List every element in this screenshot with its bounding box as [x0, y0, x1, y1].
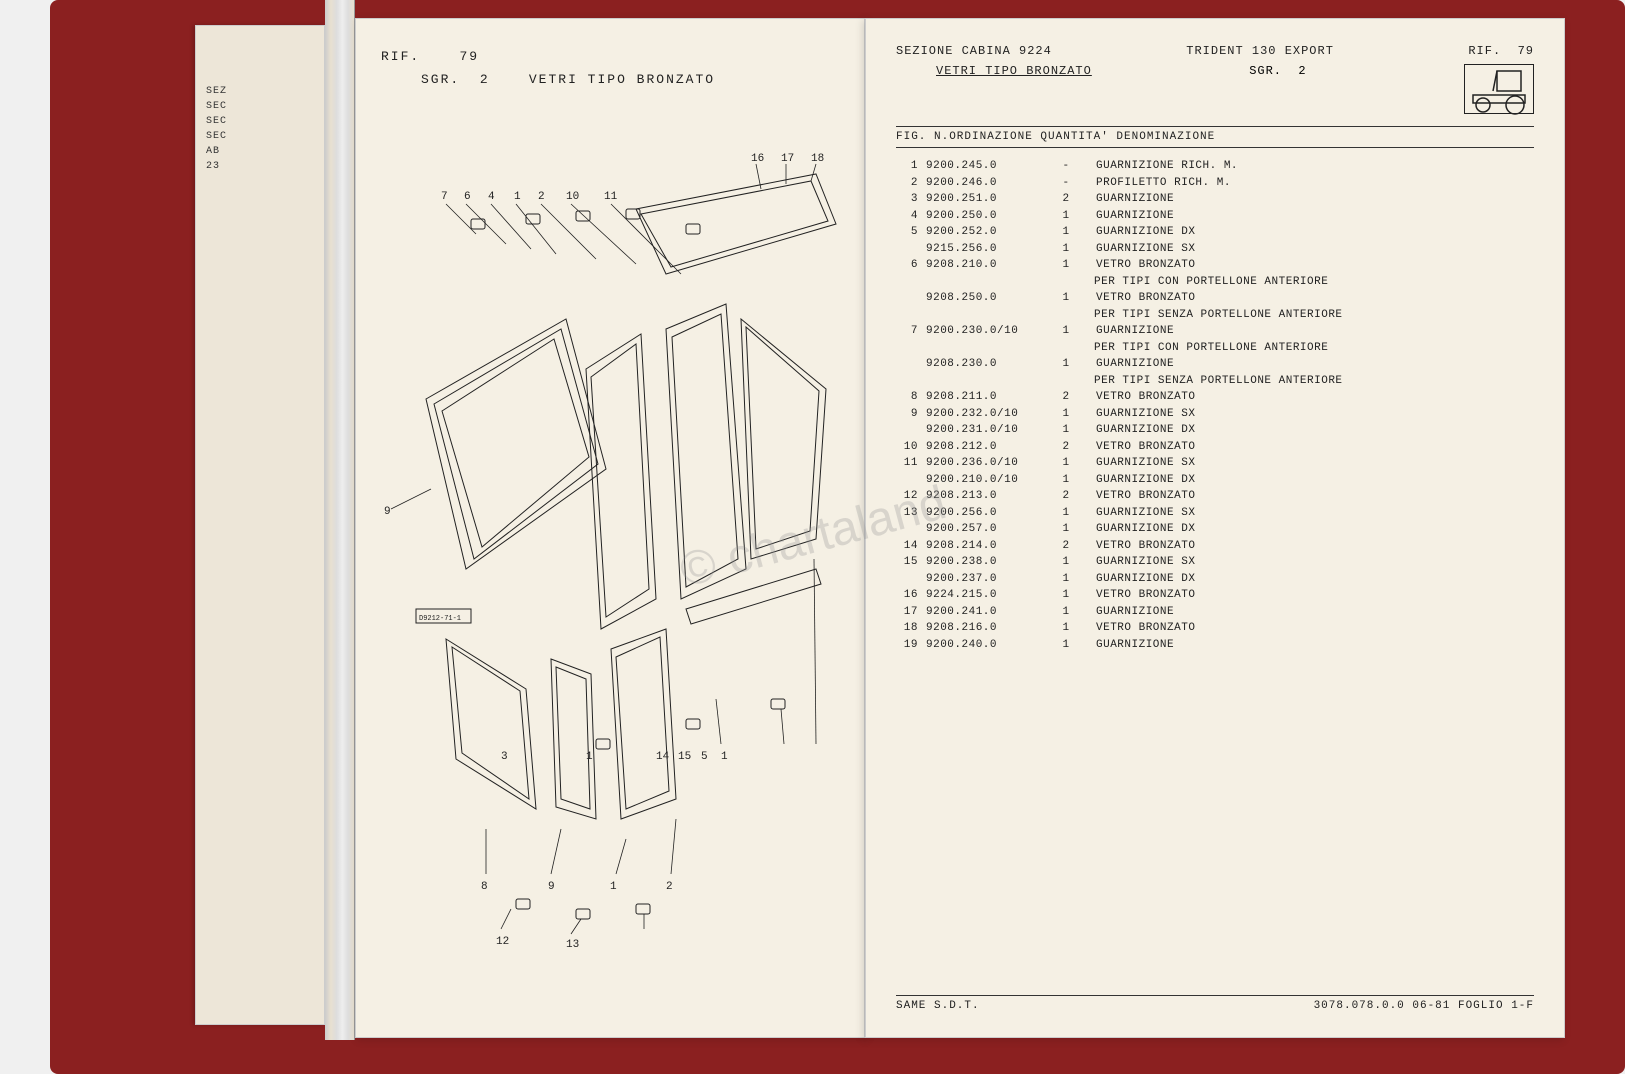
table-row: PER TIPI SENZA PORTELLONE ANTERIORE	[896, 307, 1534, 324]
svg-text:D9212-71-1: D9212-71-1	[419, 615, 461, 623]
right-subheader: VETRI TIPO BRONZATO SGR. 2	[896, 64, 1534, 114]
edge-text: SEZ	[206, 86, 314, 97]
svg-text:18: 18	[811, 153, 824, 165]
svg-text:10: 10	[566, 191, 579, 203]
table-row: 109208.212.02VETRO BRONZATO	[896, 439, 1534, 456]
svg-text:2: 2	[666, 881, 673, 893]
table-row: 119200.236.0/101GUARNIZIONE SX	[896, 455, 1534, 472]
left-page: RIF. 79 SGR. 2 VETRI TIPO BRONZATO	[355, 18, 865, 1038]
table-row: 169224.215.01VETRO BRONZATO	[896, 587, 1534, 604]
table-row: PER TIPI CON PORTELLONE ANTERIORE	[896, 274, 1534, 291]
table-row: 9200.237.01GUARNIZIONE DX	[896, 571, 1534, 588]
svg-text:9: 9	[384, 506, 391, 518]
svg-text:4: 4	[488, 191, 495, 203]
edge-text: SEC	[206, 131, 314, 142]
table-row: 179200.241.01GUARNIZIONE	[896, 604, 1534, 621]
exploded-diagram: 7 6 4 1 2 10 11 16 17 18 9 8 9 1 2 12 13…	[376, 119, 846, 969]
footer-left: SAME S.D.T.	[896, 1000, 980, 1012]
table-row: 39200.251.02GUARNIZIONE	[896, 191, 1534, 208]
rif-label: RIF.	[381, 49, 420, 64]
rif-value: 79	[459, 49, 479, 64]
svg-text:1: 1	[586, 751, 593, 763]
sgr-value: 2	[480, 72, 490, 87]
svg-text:14: 14	[656, 751, 670, 763]
model-label: TRIDENT 130 EXPORT	[1186, 44, 1334, 58]
table-row: 79200.230.0/101GUARNIZIONE	[896, 323, 1534, 340]
svg-text:3: 3	[501, 751, 508, 763]
svg-text:16: 16	[751, 153, 764, 165]
svg-text:2: 2	[538, 191, 545, 203]
table-row: 189208.216.01VETRO BRONZATO	[896, 620, 1534, 637]
table-row: 49200.250.01GUARNIZIONE	[896, 208, 1534, 225]
table-row: 9208.230.01GUARNIZIONE	[896, 356, 1534, 373]
svg-text:15: 15	[678, 751, 691, 763]
subtitle: VETRI TIPO BRONZATO	[896, 64, 1092, 78]
table-row: 69208.210.01VETRO BRONZATO	[896, 257, 1534, 274]
table-row: 199200.240.01GUARNIZIONE	[896, 637, 1534, 654]
edge-text: AB	[206, 146, 314, 157]
table-row: PER TIPI CON PORTELLONE ANTERIORE	[896, 340, 1534, 357]
table-row: 9200.210.0/101GUARNIZIONE DX	[896, 472, 1534, 489]
column-headers: FIG. N.ORDINAZIONE QUANTITA' DENOMINAZIO…	[896, 126, 1534, 148]
table-row: 29200.246.0-PROFILETTO RICH. M.	[896, 175, 1534, 192]
svg-text:1: 1	[514, 191, 521, 203]
svg-text:6: 6	[464, 191, 471, 203]
svg-text:12: 12	[496, 936, 509, 948]
table-row: 129208.213.02VETRO BRONZATO	[896, 488, 1534, 505]
table-row: 89208.211.02VETRO BRONZATO	[896, 389, 1534, 406]
svg-text:1: 1	[721, 751, 728, 763]
parts-table: 19200.245.0-GUARNIZIONE RICH. M.29200.24…	[896, 158, 1534, 653]
svg-text:8: 8	[481, 881, 488, 893]
page-footer: SAME S.D.T. 3078.078.0.0 06-81 FOGLIO 1-…	[896, 995, 1534, 1012]
sgr-label: SGR.	[421, 72, 460, 87]
previous-page-edge: SEZ SEC SEC SEC AB 23	[195, 25, 325, 1025]
svg-text:7: 7	[441, 191, 448, 203]
svg-text:9: 9	[548, 881, 555, 893]
table-row: 9215.256.01GUARNIZIONE SX	[896, 241, 1534, 258]
edge-text: 23	[206, 161, 314, 172]
tractor-icon	[1464, 64, 1534, 114]
table-row: 149208.214.02VETRO BRONZATO	[896, 538, 1534, 555]
svg-text:11: 11	[604, 191, 618, 203]
left-header-rif: RIF. 79	[381, 49, 839, 64]
table-row: 9208.250.01VETRO BRONZATO	[896, 290, 1534, 307]
table-row: PER TIPI SENZA PORTELLONE ANTERIORE	[896, 373, 1534, 390]
table-row: 99200.232.0/101GUARNIZIONE SX	[896, 406, 1534, 423]
table-row: 159200.238.01GUARNIZIONE SX	[896, 554, 1534, 571]
right-header: SEZIONE CABINA 9224 TRIDENT 130 EXPORT R…	[896, 44, 1534, 58]
section-label: SEZIONE CABINA 9224	[896, 44, 1052, 58]
edge-text: SEC	[206, 101, 314, 112]
svg-text:17: 17	[781, 153, 794, 165]
table-row: 59200.252.01GUARNIZIONE DX	[896, 224, 1534, 241]
left-page-title: VETRI TIPO BRONZATO	[529, 72, 715, 87]
sgr-right: SGR. 2	[1249, 64, 1306, 78]
edge-text: SEC	[206, 116, 314, 127]
page-stack-edge	[325, 0, 355, 1040]
footer-right: 3078.078.0.0 06-81 FOGLIO 1-F	[1314, 1000, 1534, 1012]
svg-text:1: 1	[610, 881, 617, 893]
svg-text:5: 5	[701, 751, 708, 763]
svg-text:13: 13	[566, 939, 579, 951]
table-row: 19200.245.0-GUARNIZIONE RICH. M.	[896, 158, 1534, 175]
rif-label-right: RIF. 79	[1468, 44, 1534, 58]
right-page: SEZIONE CABINA 9224 TRIDENT 130 EXPORT R…	[865, 18, 1565, 1038]
left-header-sgr: SGR. 2 VETRI TIPO BRONZATO	[421, 72, 839, 87]
table-row: 139200.256.01GUARNIZIONE SX	[896, 505, 1534, 522]
table-row: 9200.231.0/101GUARNIZIONE DX	[896, 422, 1534, 439]
table-row: 9200.257.01GUARNIZIONE DX	[896, 521, 1534, 538]
